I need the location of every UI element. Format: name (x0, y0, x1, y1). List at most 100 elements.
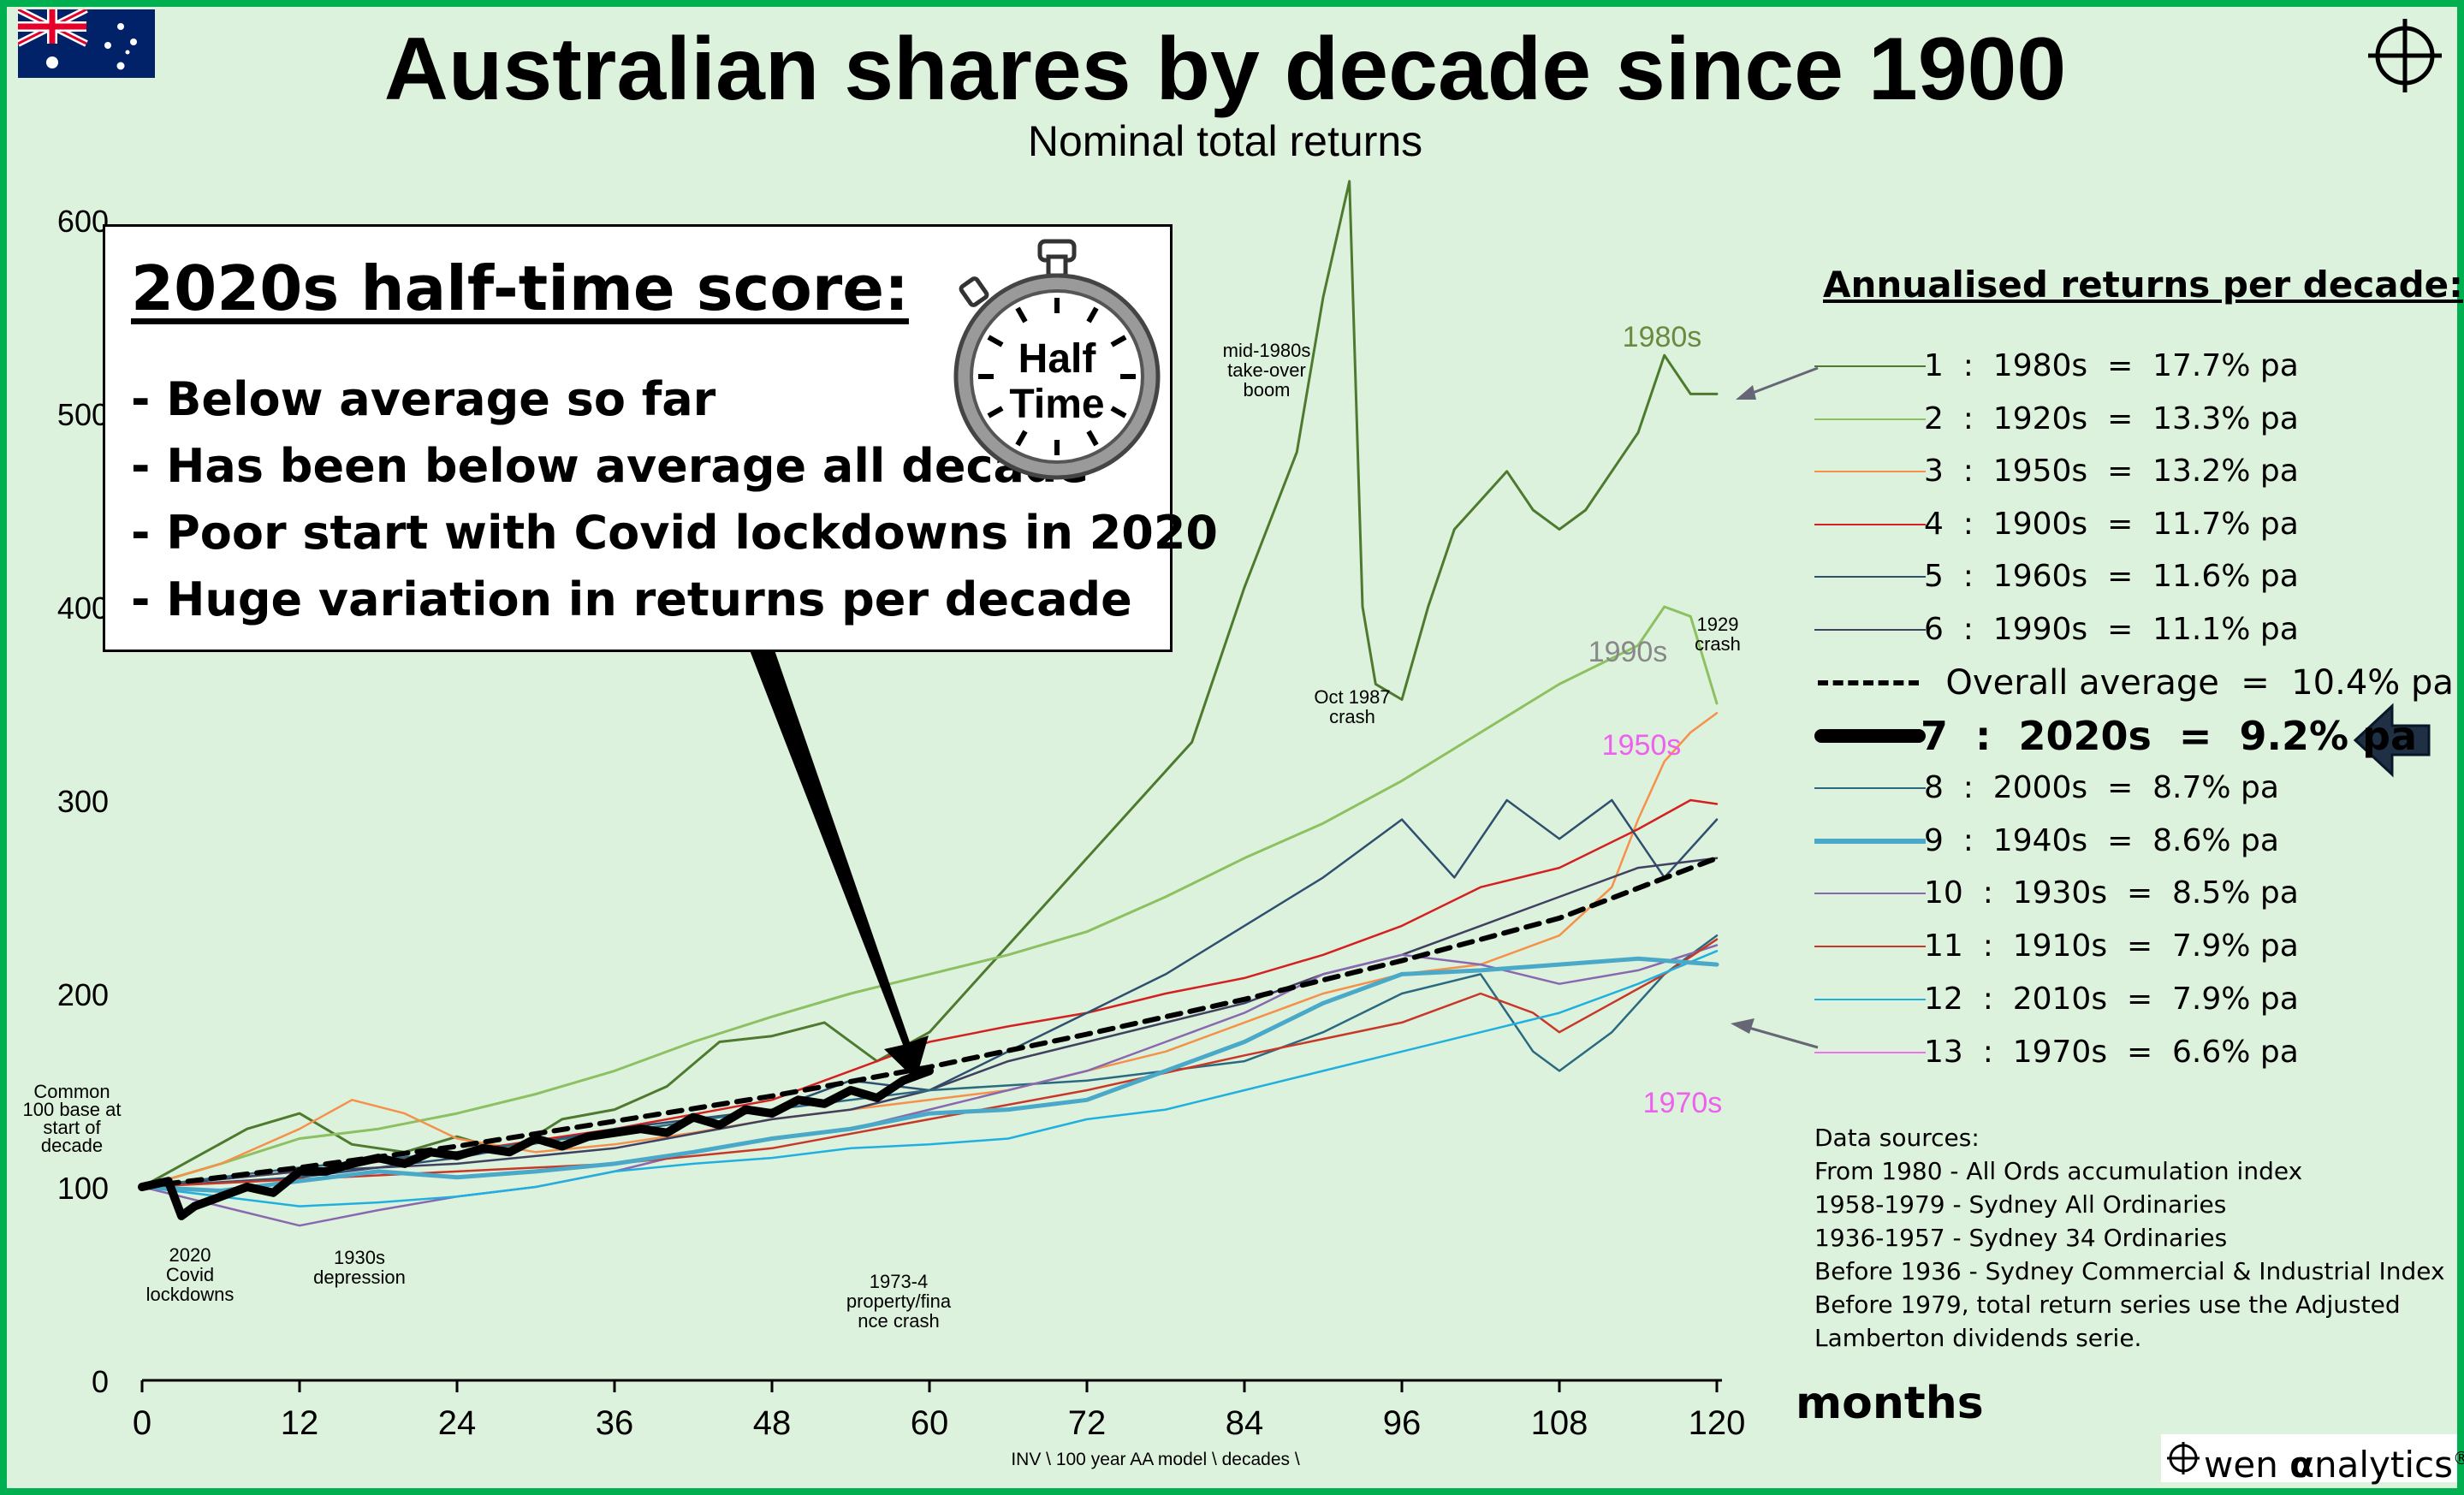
scorebox-title: 2020s half-time score: (131, 252, 909, 324)
annotation-covid-line: lockdowns (146, 1284, 235, 1305)
source-line: 1936-1957 - Sydney 34 Ordinaries (1814, 1224, 2228, 1252)
legend-entry: 5 : 1960s = 11.6% pa (1814, 553, 2448, 601)
chart-axes: 0 12 24 36 48 60 72 84 96 108 120 0 100 200 300 400 500 6… (57, 204, 1745, 1442)
legend-entry: Overall average = 10.4% pa (1814, 659, 2454, 707)
legend-swatch (1814, 629, 1926, 631)
arrow-1970s (1745, 1025, 1819, 1049)
x-tick-label: 108 (1531, 1404, 1588, 1442)
legend-swatch (1814, 839, 1926, 844)
legend-entry: 6 : 1990s = 11.1% pa (1814, 606, 2448, 654)
legend-entry: 9 : 1940s = 8.6% pa (1814, 817, 2448, 865)
series-line-1950s (140, 712, 1719, 1189)
legend-label: 2 : 1920s = 13.3% pa (1924, 401, 2299, 436)
legend-label: 4 : 1900s = 11.7% pa (1924, 507, 2299, 542)
legend-swatch (1814, 524, 1926, 525)
source-line: Before 1979, total return series use the… (1814, 1290, 2401, 1319)
legend-pointer-arrow (2353, 703, 2431, 778)
label-1980s: 1980s (1623, 321, 1702, 353)
annotation-covid: 2020 Covid lockdowns (146, 1244, 235, 1305)
legend-label: 9 : 1940s = 8.6% pa (1924, 823, 2279, 858)
series-layer (138, 180, 1719, 1227)
legend-swatch (1814, 893, 1926, 894)
annotation-1973-crash-line: property/fina (846, 1290, 952, 1312)
annotation-1929-crash-line: 1929 (1697, 614, 1739, 635)
legend-label: 6 : 1990s = 11.1% pa (1924, 612, 2299, 647)
series-line-1940s (140, 956, 1719, 1193)
y-tick-label: 600 (57, 204, 109, 239)
annotation-covid-line: 2020 (169, 1244, 211, 1266)
x-tick-label: 24 (438, 1404, 477, 1442)
annotation-1973-crash-line: nce crash (858, 1310, 939, 1332)
data-sources: Data sources: From 1980 - All Ords accum… (1814, 1121, 2445, 1355)
scorebox-bullet: - Has been below average all decade (131, 439, 1090, 493)
y-tick-label: 500 (57, 397, 109, 432)
x-tick-label: 72 (1068, 1404, 1107, 1442)
scorebox-bullet: - Below average so far (131, 372, 716, 426)
legend-swatch (1814, 365, 1926, 367)
legend-entry: 1 : 1980s = 17.7% pa (1814, 342, 2448, 390)
y-tick-label: 300 (57, 784, 109, 819)
x-axis-label: months (1796, 1378, 1984, 1429)
x-tick-label: 96 (1383, 1404, 1422, 1442)
legend-entry: 12 : 2010s = 7.9% pa (1814, 976, 2448, 1023)
annotation-1987-crash-line: crash (1329, 706, 1375, 727)
legend-entry: 2 : 1920s = 13.3% pa (1814, 395, 2448, 443)
series-line-overall-average (140, 855, 1719, 1189)
annotation-1973-crash-line: 1973-4 (870, 1271, 929, 1292)
annotation-1929-crash-line: crash (1695, 633, 1741, 655)
logo-crosshair-icon (2167, 1442, 2200, 1474)
series-line-1920s (140, 605, 1719, 1189)
legend-entry: 4 : 1900s = 11.7% pa (1814, 501, 2448, 549)
label-1990s: 1990s (1588, 636, 1668, 668)
series-line-1910s (140, 938, 1719, 1189)
legend-swatch (1814, 471, 1926, 472)
crosshair-icon (2368, 19, 2442, 92)
legend-label: 1 : 1980s = 17.7% pa (1924, 348, 2299, 383)
legend-label: 3 : 1950s = 13.2% pa (1924, 454, 2299, 489)
legend-swatch (1814, 418, 1926, 420)
stopwatch-icon: Half Time (953, 239, 1161, 480)
legend-entry: 8 : 2000s = 8.7% pa (1814, 764, 2448, 812)
annotation-labels: 2020 Covid lockdowns 1930s depression 1973-4 p… (146, 321, 1741, 1332)
watch-label-time: Time (1009, 382, 1104, 427)
y-tick-label: 200 (57, 977, 109, 1012)
x-tick-label: 120 (1689, 1404, 1746, 1442)
legend-label: 8 : 2000s = 8.7% pa (1924, 770, 2279, 805)
y-tick-label: 0 (92, 1364, 109, 1399)
scorebox-bullet: - Huge variation in returns per decade (131, 572, 1132, 626)
legend-swatch (1814, 999, 1926, 1000)
legend-entry: 3 : 1950s = 13.2% pa (1814, 448, 2448, 495)
legend-entry: 13 : 1970s = 6.6% pa (1814, 1029, 2448, 1077)
annotation-1987-crash: Oct 1987 crash (1314, 686, 1390, 727)
annotation-arrows (750, 366, 2431, 1080)
legend-swatch (1818, 680, 1919, 685)
logo-text-start: wen (2204, 1444, 2290, 1486)
source-line: Before 1936 - Sydney Commercial & Indust… (1814, 1257, 2445, 1285)
annotation-1973-crash: 1973-4 property/fina nce crash (846, 1271, 952, 1332)
annotation-1987-crash-line: Oct 1987 (1314, 686, 1390, 708)
annotation-depression-line: depression (313, 1267, 406, 1288)
legend-entry: 11 : 1910s = 7.9% pa (1814, 923, 2448, 970)
common-base-note: Common 100 base at start of decade (22, 1081, 122, 1156)
legend-label: 13 : 1970s = 6.6% pa (1924, 1035, 2299, 1070)
annotation-takeover-boom-line: boom (1243, 379, 1290, 400)
scorebox-bullet: - Poor start with Covid lockdowns in 202… (131, 506, 1219, 560)
legend-label: Overall average = 10.4% pa (1924, 663, 2454, 703)
label-1950s: 1950s (1602, 729, 1682, 762)
x-tick-label: 60 (911, 1404, 949, 1442)
legend-swatch (1814, 729, 1926, 743)
source-line: 1958-1979 - Sydney All Ordinaries (1814, 1190, 2227, 1219)
series-line-1990s (140, 857, 1719, 1189)
annotation-takeover-boom: mid-1980s take-over boom (1223, 340, 1311, 400)
arrow-1980s (1745, 366, 1819, 397)
owen-analytics-logo: wen αnalytics® (2161, 1434, 2464, 1486)
logo-text-end: nalytics (2314, 1444, 2454, 1486)
series-line-1930s (140, 944, 1719, 1227)
x-tick-label: 12 (281, 1404, 319, 1442)
x-tick-label: 84 (1226, 1404, 1264, 1442)
legend-label: 7 : 2020s = 9.2% pa (1921, 713, 2418, 759)
chart-title: Australian shares by decade since 1900 (383, 20, 2067, 119)
file-path-footer: INV \ 100 year AA model \ decades \ (1011, 1450, 1300, 1469)
pointer-arrow (750, 648, 929, 1080)
